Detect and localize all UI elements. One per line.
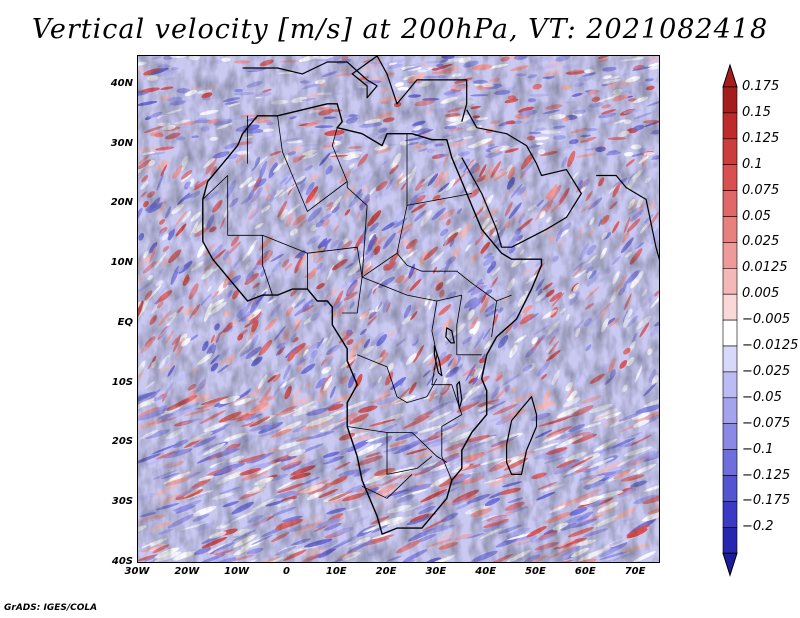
lake-outline — [445, 327, 455, 344]
lon-tick-label: 70E — [624, 566, 646, 577]
lat-tick-label: 10N — [110, 257, 133, 269]
colorbar-level-label: −0.175 — [742, 493, 791, 509]
lon-tick-label: 20W — [174, 566, 200, 577]
india-coastline — [596, 174, 659, 261]
colorbar-swatch — [722, 216, 738, 243]
lat-tick-label: 30N — [110, 137, 133, 149]
colorbar-swatch — [722, 190, 738, 217]
colorbar-level-label: 0.075 — [742, 182, 780, 198]
colorbar-swatch — [722, 138, 738, 166]
lon-tick-label: 30W — [124, 566, 150, 577]
colorbar-swatch — [722, 267, 738, 295]
colorbar-level-label: −0.2 — [742, 519, 774, 535]
lat-tick-label: 10S — [111, 376, 133, 388]
colorbar-swatch — [722, 242, 738, 269]
colorbar-swatch — [722, 319, 738, 347]
lon-tick-label: 10E — [325, 566, 347, 577]
africa-coastline — [202, 103, 543, 535]
lon-tick-label: 60E — [574, 566, 596, 577]
coastline-layer — [202, 56, 659, 535]
colorbar-swatch — [722, 164, 738, 191]
colorbar-level-label: 0.05 — [742, 208, 771, 224]
lon-tick-label: 0 — [282, 566, 290, 577]
colorbar-swatch — [722, 449, 738, 476]
country-border — [386, 432, 433, 475]
colorbar-swatch — [722, 371, 738, 399]
colorbar-level-label: 0.175 — [742, 79, 780, 94]
lat-tick-label: 40N — [110, 77, 133, 89]
country-border — [357, 354, 438, 404]
colorbar-level-label: 0.125 — [742, 130, 780, 146]
country-border — [262, 235, 273, 296]
country-border — [347, 426, 448, 463]
colorbar-level-label: 0.15 — [742, 104, 771, 120]
lon-tick-label: 40E — [475, 566, 497, 577]
colorbar-top-arrow — [722, 63, 738, 88]
field-texture — [138, 56, 659, 562]
colorbar-swatch — [722, 475, 738, 502]
colorbar-level-label: −0.005 — [742, 312, 791, 328]
lake-outline — [456, 381, 463, 410]
lat-tick-label: 20S — [111, 436, 133, 448]
country-border — [361, 474, 413, 499]
lon-tick-label: 50E — [525, 566, 546, 577]
country-border — [456, 295, 482, 356]
lat-tick-label: 40S — [111, 556, 133, 567]
colorbar-swatch — [722, 423, 738, 450]
lake-outline — [433, 345, 443, 377]
colorbar-level-label: −0.0125 — [742, 338, 799, 353]
velocity-field-layer — [138, 56, 659, 562]
colorbar-swatch — [722, 293, 738, 321]
colorbar-level-label: −0.05 — [742, 389, 782, 405]
colorbar-swatch — [722, 526, 738, 554]
country-border — [202, 175, 263, 236]
colorbar-swatch — [722, 86, 738, 114]
colorbar-level-label: 0.0125 — [742, 260, 788, 276]
country-border — [431, 300, 452, 386]
country-border — [361, 276, 462, 302]
colorbar-swatch — [722, 501, 738, 528]
lon-tick-label: 20E — [375, 566, 397, 577]
colorbar-level-label: 0.005 — [742, 286, 780, 302]
lon-tick-label: 30E — [425, 566, 447, 577]
country-border — [406, 193, 472, 206]
colorbar-swatch — [722, 397, 738, 424]
europe-coastline — [242, 56, 468, 122]
country-border — [491, 300, 497, 337]
lon-tick-label: 10W — [224, 566, 250, 577]
colorbar-level-label: −0.025 — [742, 363, 791, 379]
lat-tick-label: 30S — [111, 496, 133, 508]
lat-tick-label: EQ — [117, 316, 133, 328]
lat-tick-label: 20N — [110, 197, 133, 209]
chart-title: Vertical velocity [m/s] at 200hPa, VT: 2… — [31, 14, 769, 45]
colorbar-level-label: −0.1 — [742, 441, 774, 457]
colorbar-swatch — [722, 345, 738, 373]
colorbar-level-label: 0.1 — [742, 156, 763, 172]
country-border — [262, 234, 363, 278]
country-border — [441, 384, 463, 481]
arabia-coastline — [461, 109, 582, 248]
colorbar-level-label: −0.075 — [742, 415, 791, 431]
madagascar-coastline — [506, 396, 538, 475]
country-border — [277, 115, 348, 212]
colorbar-level-label: −0.125 — [742, 467, 791, 483]
map-plot-area — [137, 55, 660, 563]
colorbar-level-label: 0.025 — [742, 234, 780, 250]
country-borders-layer — [202, 115, 512, 499]
country-border — [342, 277, 363, 314]
colorbar-swatch — [722, 112, 738, 140]
colorbar-bottom-arrow — [722, 552, 738, 577]
vertical-velocity-field-map — [138, 56, 659, 562]
grads-credit: GrADS: IGES/COLA — [4, 603, 98, 613]
